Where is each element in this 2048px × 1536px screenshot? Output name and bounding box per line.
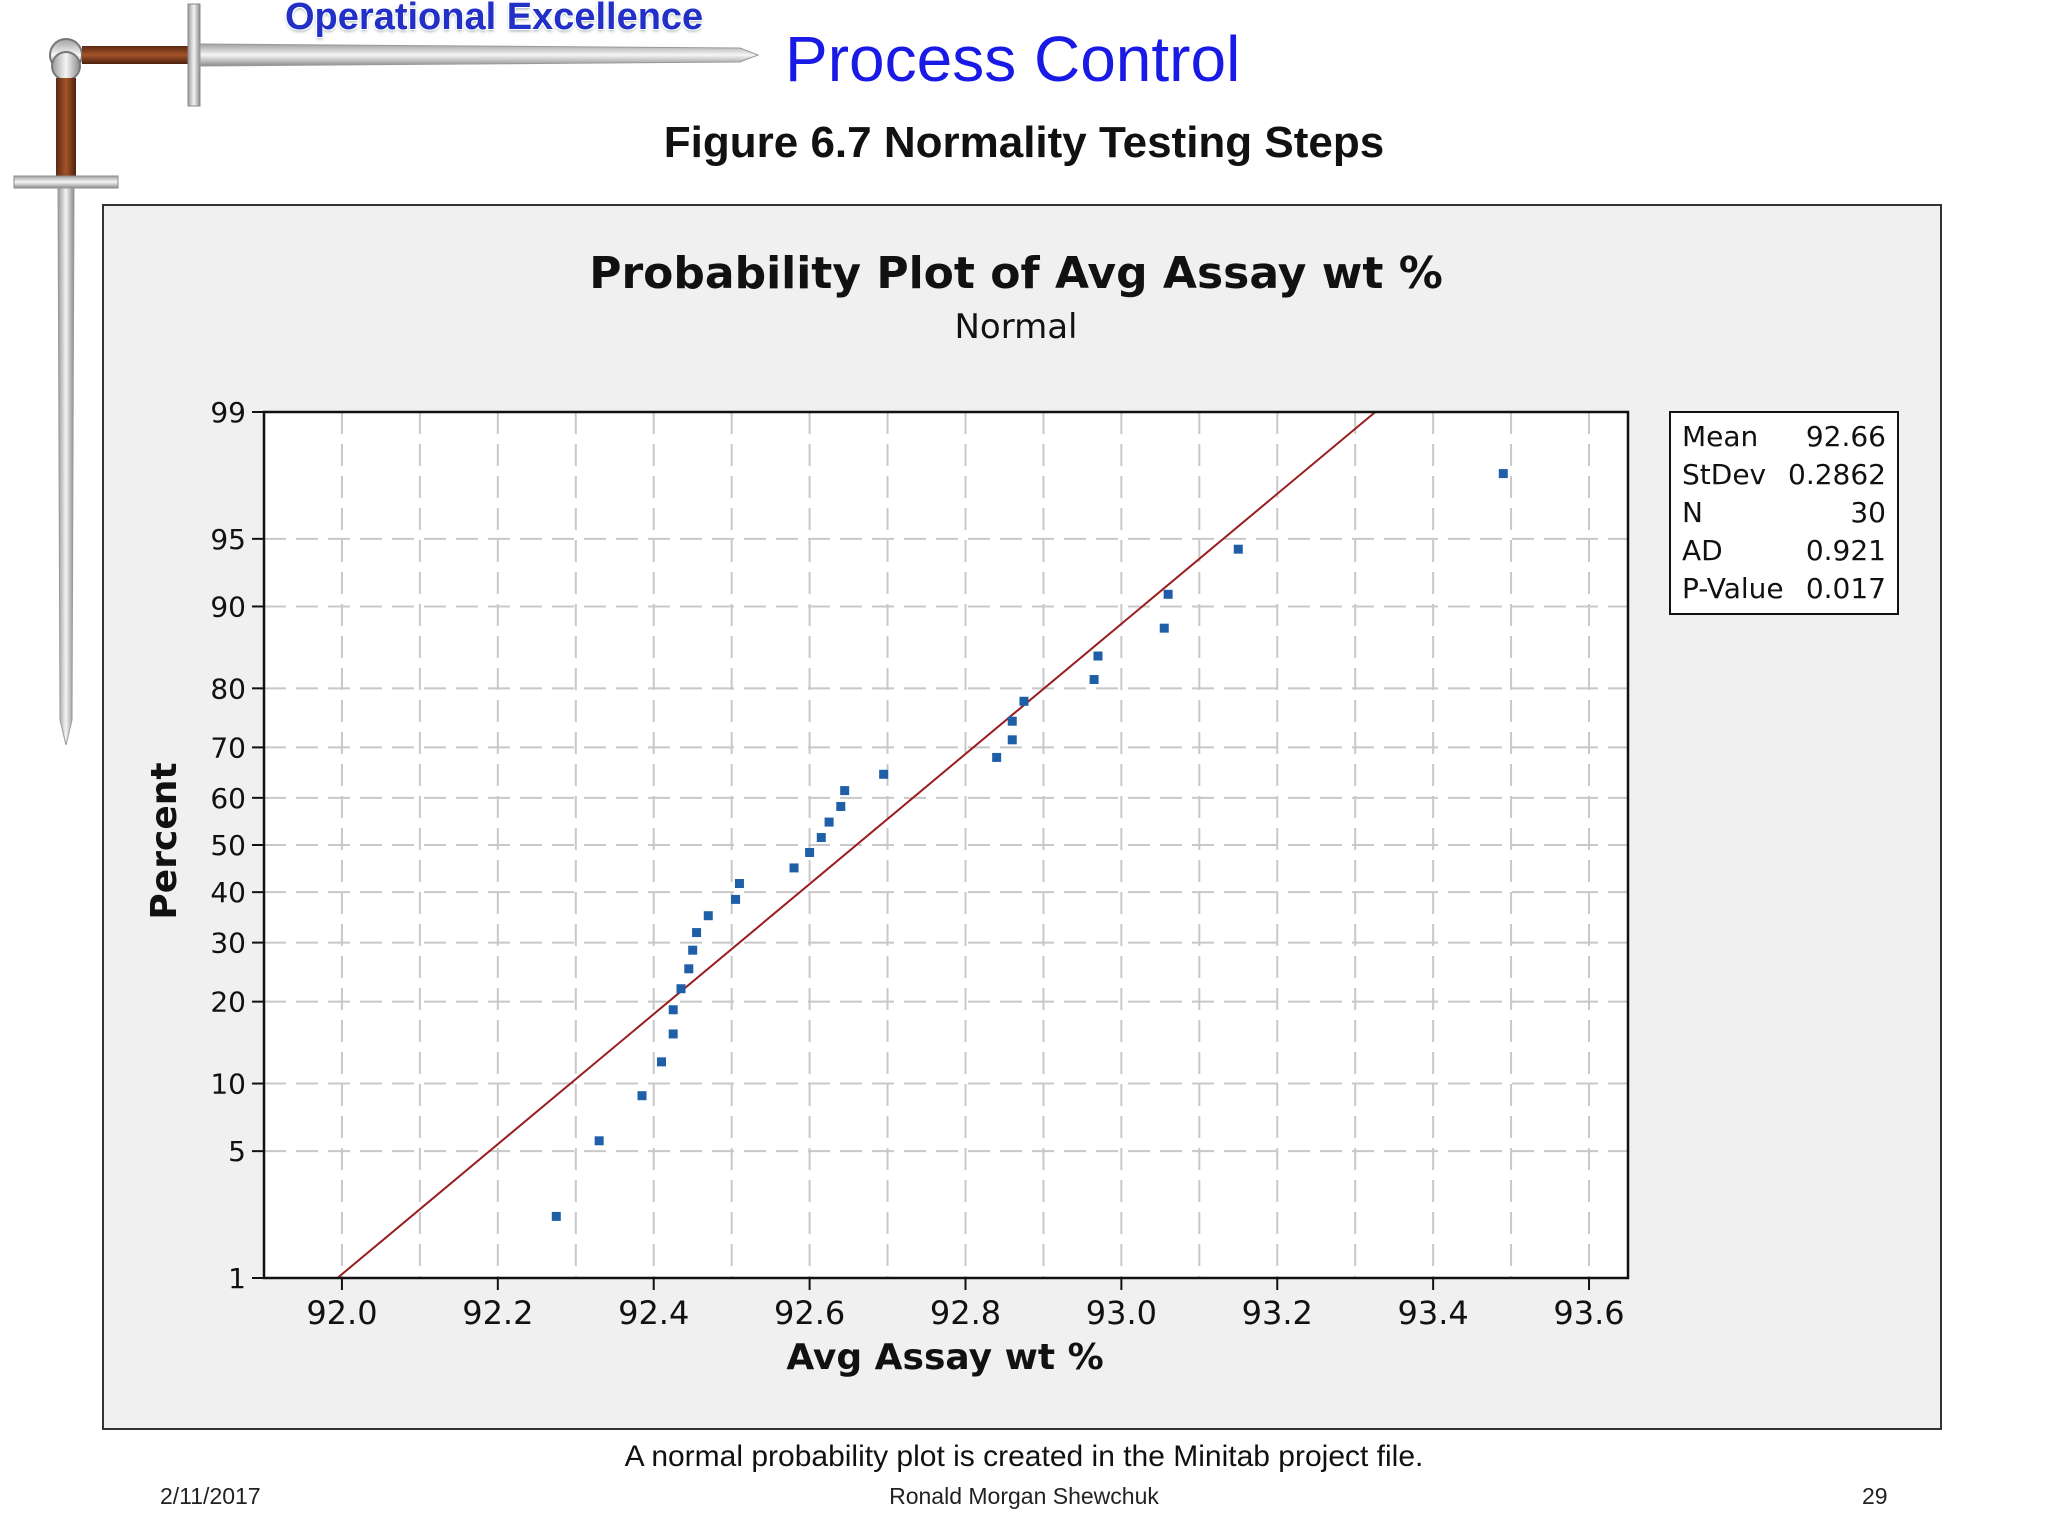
data-point bbox=[789, 863, 799, 873]
data-point bbox=[1233, 544, 1243, 554]
stats-legend: Mean 92.66 StDev 0.2862 N 30 AD 0.921 P-Value 0.0… bbox=[1669, 411, 1899, 615]
data-point bbox=[657, 1057, 667, 1067]
fit-line bbox=[336, 411, 1376, 1279]
data-point bbox=[731, 894, 741, 904]
y-tick-label: 5 bbox=[228, 1135, 246, 1168]
data-point bbox=[1019, 696, 1029, 706]
chart-title: Probability Plot of Avg Assay wt % bbox=[589, 248, 1443, 299]
data-point bbox=[668, 1029, 678, 1039]
data-point bbox=[637, 1091, 647, 1101]
x-tick-label: 92.4 bbox=[618, 1294, 689, 1332]
y-tick-label: 80 bbox=[210, 672, 246, 705]
stats-label: StDev bbox=[1682, 458, 1766, 491]
data-point bbox=[805, 847, 815, 857]
plot-area: 92.0 92.2 92.4 92.6 92.8 93.0 93.2 93.4 93.6 1 5 10… bbox=[210, 396, 1630, 1332]
figure-title: Figure 6.7 Normality Testing Steps bbox=[663, 118, 1385, 167]
x-tick-label: 92.6 bbox=[774, 1294, 845, 1332]
y-axis-label: Percent bbox=[144, 762, 185, 919]
data-point bbox=[1007, 735, 1017, 745]
banner-label: Operational Excellence bbox=[285, 0, 704, 38]
data-point bbox=[668, 1005, 678, 1015]
data-point bbox=[836, 801, 846, 811]
data-point bbox=[594, 1136, 604, 1146]
data-point bbox=[879, 769, 889, 779]
stats-value: 0.2862 bbox=[1788, 458, 1886, 491]
data-point bbox=[1159, 623, 1169, 633]
page-number: 29 bbox=[1862, 1483, 1888, 1509]
data-point bbox=[1093, 651, 1103, 661]
data-point bbox=[734, 879, 744, 889]
y-tick-label: 30 bbox=[210, 927, 246, 960]
stats-label: Mean bbox=[1682, 420, 1758, 453]
data-point bbox=[703, 911, 713, 921]
x-tick-label: 92.8 bbox=[930, 1294, 1001, 1332]
stats-value: 0.017 bbox=[1806, 572, 1886, 605]
probability-plot: Probability Plot of Avg Assay wt % Norma… bbox=[144, 248, 1899, 1378]
data-point bbox=[840, 786, 850, 796]
y-tick-label: 95 bbox=[210, 523, 246, 556]
data-point bbox=[684, 964, 694, 974]
y-tick-label: 10 bbox=[210, 1068, 246, 1101]
y-tick-label: 1 bbox=[228, 1262, 246, 1295]
slide-title: Process Control bbox=[785, 23, 1241, 95]
data-point bbox=[1007, 716, 1017, 726]
y-tick-label: 40 bbox=[210, 876, 246, 909]
y-tick-label: 70 bbox=[210, 731, 246, 764]
stats-box-border bbox=[1669, 411, 1899, 615]
data-point bbox=[676, 984, 686, 994]
x-axis-label: Avg Assay wt % bbox=[786, 1337, 1103, 1378]
data-point bbox=[551, 1211, 561, 1221]
y-tick-label: 20 bbox=[210, 986, 246, 1019]
data-point bbox=[1498, 469, 1508, 479]
x-tick-label: 92.2 bbox=[462, 1294, 533, 1332]
data-point bbox=[1163, 589, 1173, 599]
x-tick-label: 92.0 bbox=[306, 1294, 377, 1332]
stats-label: N bbox=[1682, 496, 1703, 529]
slide-caption: A normal probability plot is created in … bbox=[624, 1440, 1424, 1473]
chart-frame: Probability Plot of Avg Assay wt % Norma… bbox=[102, 204, 1942, 1430]
data-point bbox=[816, 833, 826, 843]
stats-label: AD bbox=[1682, 534, 1723, 567]
chart-subtitle: Normal bbox=[954, 307, 1077, 347]
x-tick-label: 93.6 bbox=[1553, 1294, 1624, 1332]
stats-value: 0.921 bbox=[1806, 534, 1886, 567]
data-point bbox=[992, 752, 1002, 762]
stats-value: 30 bbox=[1850, 496, 1886, 529]
y-tick-label: 60 bbox=[210, 782, 246, 815]
x-tick-label: 93.0 bbox=[1086, 1294, 1157, 1332]
y-tick-label: 99 bbox=[210, 396, 246, 429]
y-tick-label: 90 bbox=[210, 590, 246, 623]
data-point bbox=[824, 817, 834, 827]
data-point bbox=[692, 928, 702, 938]
stats-value: 92.66 bbox=[1806, 420, 1886, 453]
footer-author: Ronald Morgan Shewchuk bbox=[889, 1483, 1159, 1509]
stats-label: P-Value bbox=[1682, 572, 1784, 605]
y-tick-label: 50 bbox=[210, 829, 246, 862]
sword-icon bbox=[13, 3, 760, 746]
footer-date: 2/11/2017 bbox=[160, 1483, 261, 1509]
data-point bbox=[688, 945, 698, 955]
data-point bbox=[1089, 675, 1099, 685]
x-tick-label: 93.2 bbox=[1242, 1294, 1313, 1332]
x-tick-label: 93.4 bbox=[1398, 1294, 1469, 1332]
